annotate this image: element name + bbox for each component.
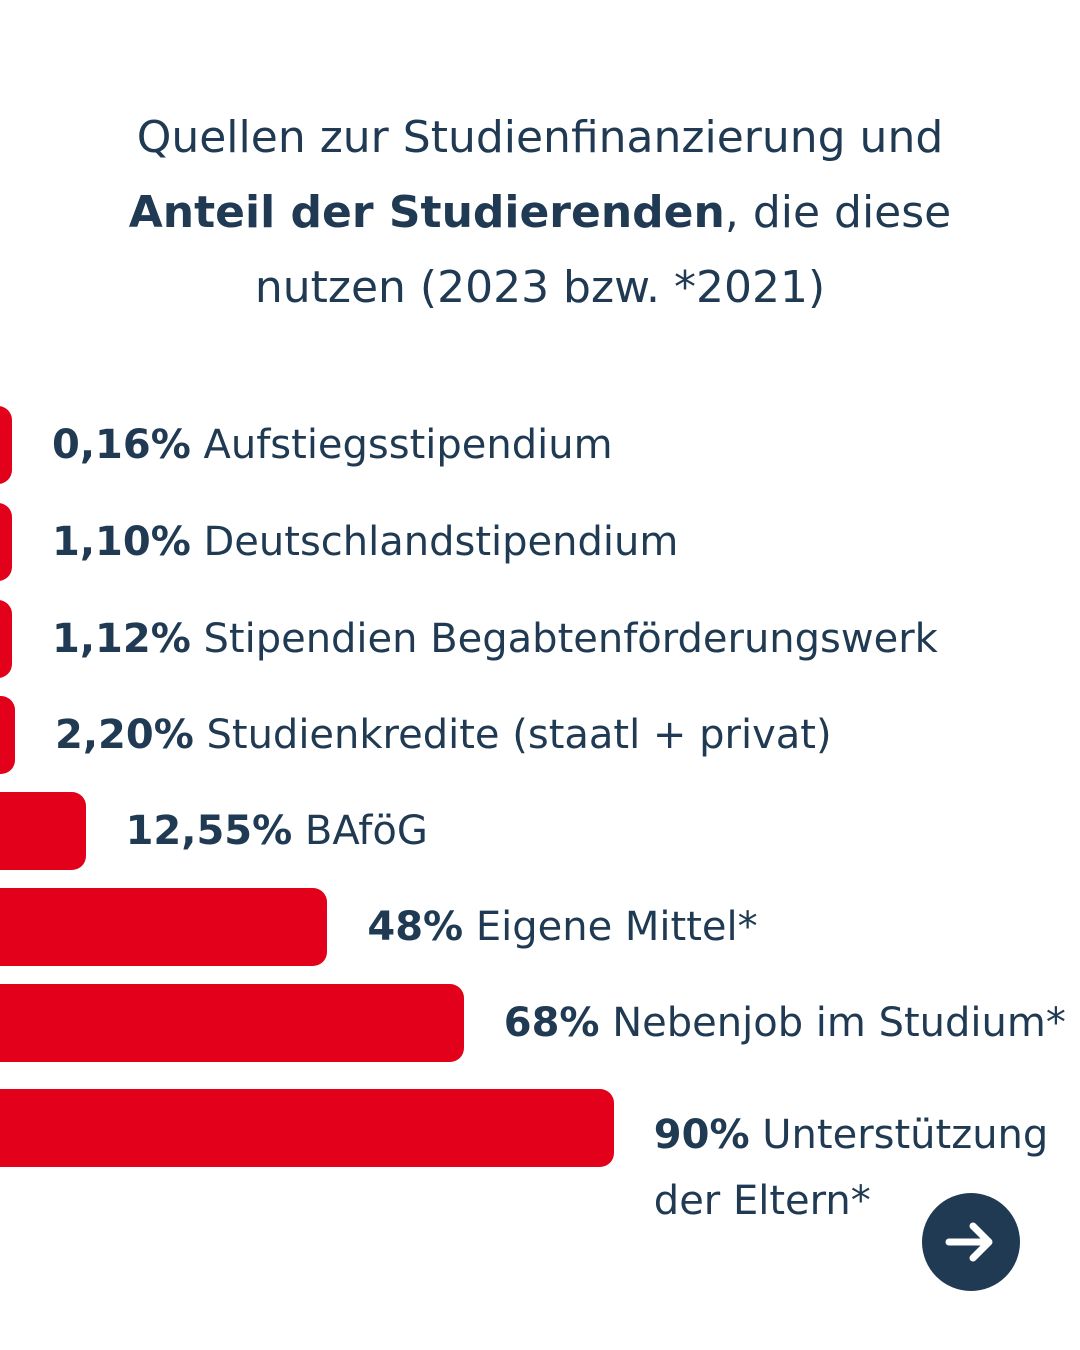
title-line-2: Anteil der Studierenden, die diese [0, 175, 1080, 250]
category-label: Stipendien Begabtenförderungswerk [203, 616, 938, 662]
bar-label-3: 1,12% Stipendien Begabtenförderungswerk [52, 615, 938, 663]
arrow-right-icon [945, 1222, 993, 1262]
bar-label-4: 2,20% Studienkredite (staatl + privat) [55, 711, 832, 759]
category-label: Studienkredite (staatl + privat) [206, 712, 832, 758]
title-line-1: Quellen zur Studienfinanzierung und [136, 112, 944, 163]
value-label: 2,20% [55, 712, 194, 758]
category-label: Eigene Mittel* [475, 904, 758, 950]
category-label: Aufstiegsstipendium [203, 422, 613, 468]
value-label: 68% [503, 1000, 600, 1046]
bar-label-2: 1,10% Deutschlandstipendium [52, 518, 678, 566]
category-label: Deutschlandstipendium [203, 519, 679, 565]
category-label: der Eltern* [653, 1178, 871, 1224]
bar-4 [0, 696, 15, 774]
title-rest-part: , die diese [724, 187, 952, 238]
chart-title: Quellen zur Studienfinanzierung und Ante… [0, 100, 1080, 325]
bar-label-1: 0,16% Aufstiegsstipendium [52, 421, 613, 469]
bar-label-5: 12,55% BAföG [126, 807, 428, 855]
category-label: BAföG [304, 808, 428, 854]
bar-label-8: 90% Unterstützung der Eltern* [654, 1102, 1048, 1234]
bar-2 [0, 503, 12, 581]
title-bold-part: Anteil der Studierenden [128, 187, 725, 238]
category-label: Nebenjob im Studium* [612, 1000, 1066, 1046]
bar-7 [0, 984, 464, 1062]
category-label: Unterstützung [762, 1112, 1049, 1158]
value-label: 1,10% [52, 519, 191, 565]
value-label: 48% [367, 904, 464, 950]
bar-label-6: 48% Eigene Mittel* [367, 903, 757, 951]
bar-3 [0, 600, 12, 678]
next-button[interactable] [922, 1193, 1020, 1291]
value-label: 0,16% [52, 422, 191, 468]
value-label: 90% [653, 1112, 750, 1158]
bar-8 [0, 1089, 614, 1167]
bar-1 [0, 406, 12, 484]
bar-6 [0, 888, 328, 966]
bar-label-7: 68% Nebenjob im Studium* [504, 999, 1066, 1047]
bar-5 [0, 792, 86, 870]
value-label: 1,12% [52, 616, 191, 662]
value-label: 12,55% [125, 808, 293, 854]
title-line-3: nutzen (2023 bzw. *2021) [254, 262, 826, 313]
